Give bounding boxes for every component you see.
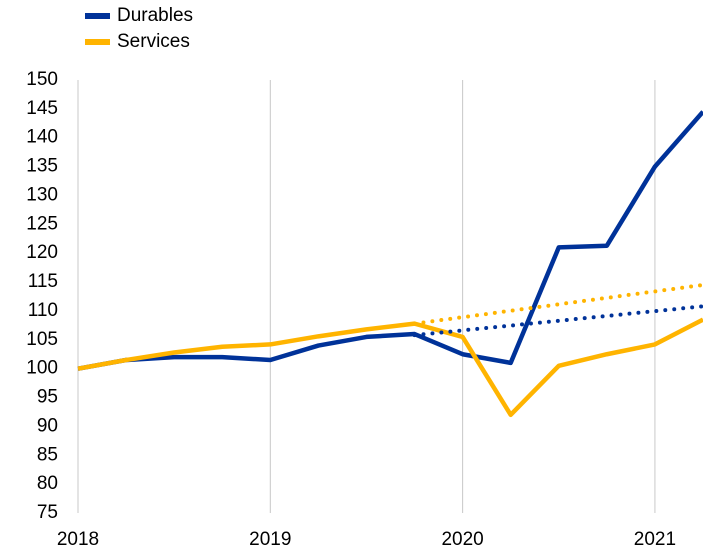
y-tick-label: 150 [26,69,58,90]
y-tick-label: 80 [37,473,58,494]
trend-line [412,304,703,338]
y-tick-label: 110 [28,300,58,321]
y-tick-label: 140 [26,127,58,148]
y-tick-label: 85 [37,444,58,465]
y-tick-label: 75 [37,502,58,523]
y-tick-label: 120 [26,242,58,263]
legend-label: Services [117,31,190,52]
x-tick-label: 2018 [57,529,99,550]
y-tick-label: 145 [26,98,58,119]
y-tick-label: 105 [26,329,58,350]
x-tick-label: 2021 [634,529,676,550]
x-tick-label: 2020 [441,529,483,550]
y-tick-label: 130 [26,184,58,205]
trend-line [412,282,703,326]
y-tick-label: 95 [37,387,58,408]
legend-label: Durables [117,5,193,26]
y-tick-label: 90 [37,415,58,436]
series-line [77,317,703,418]
y-tick-label: 100 [26,358,58,379]
x-tick-label: 2019 [249,529,291,550]
series-line [77,110,703,371]
y-tick-label: 125 [26,213,58,234]
y-tick-label: 135 [26,156,58,177]
y-tick-label: 115 [28,271,58,292]
